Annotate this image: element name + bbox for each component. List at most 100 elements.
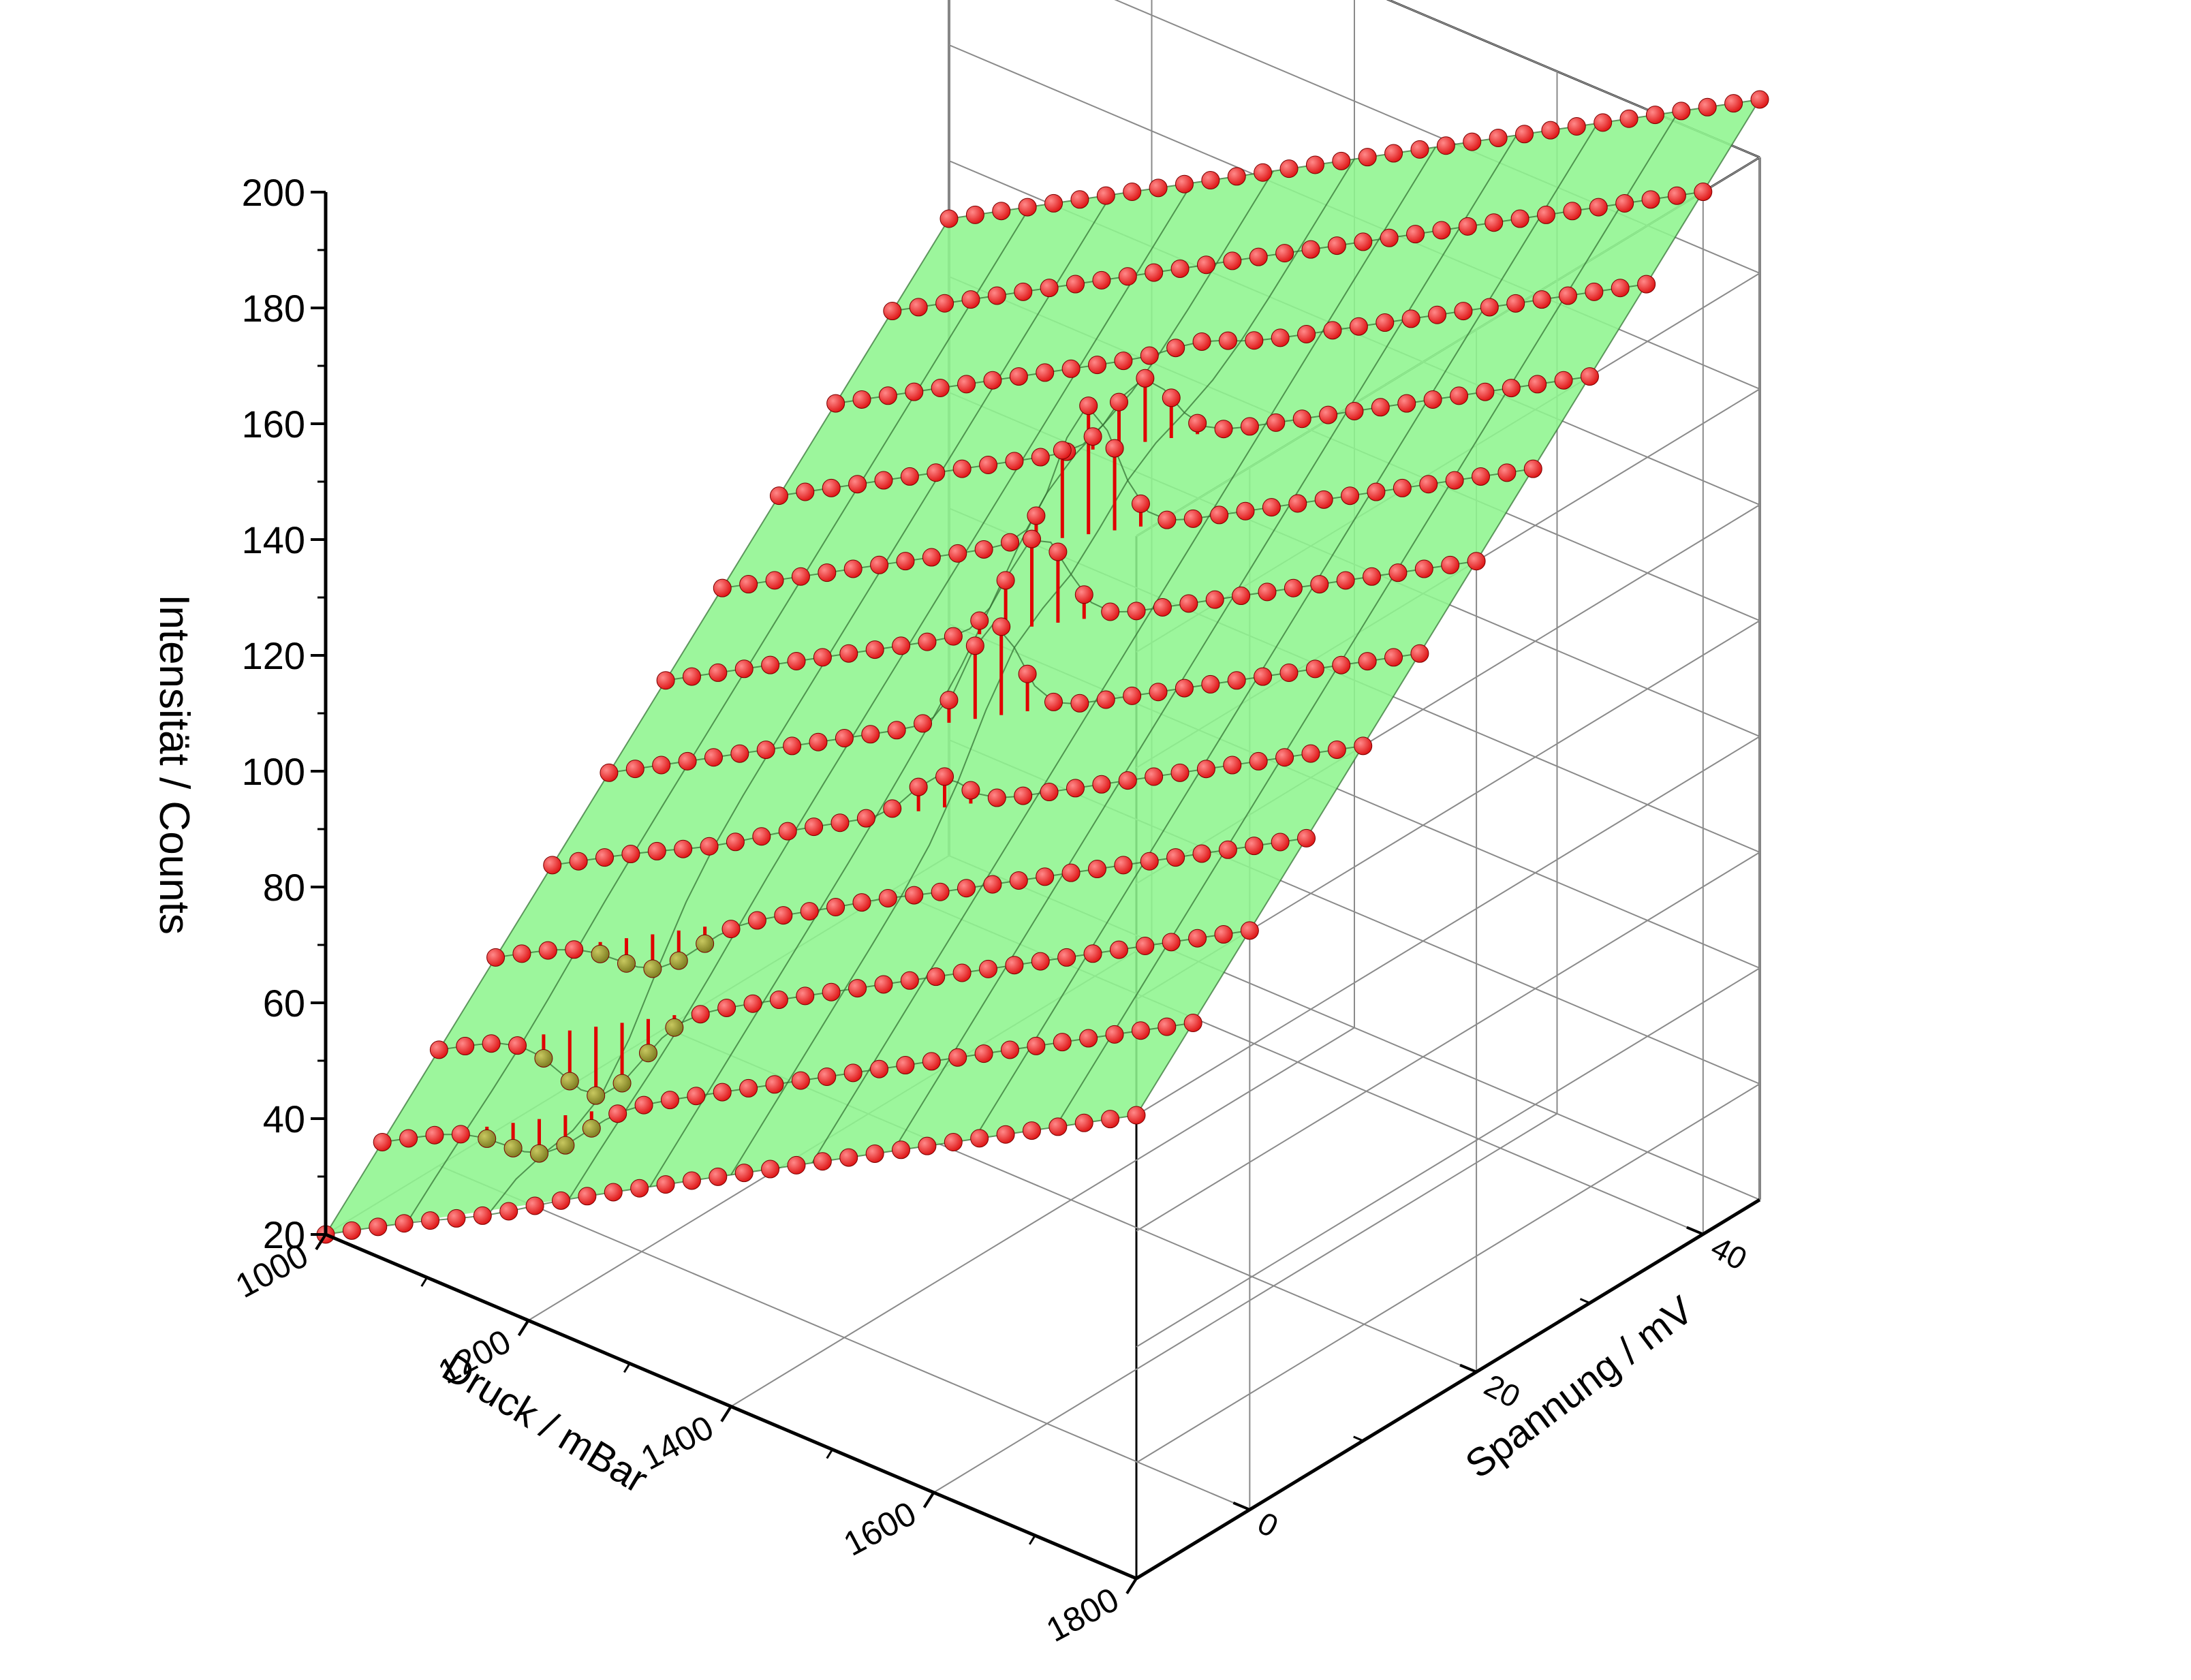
data-point [730,744,749,763]
data-point [900,467,919,486]
data-point [818,563,837,582]
data-point [1240,921,1259,940]
data-point [918,1136,937,1155]
data-point [1249,751,1268,771]
data-point [1619,109,1638,128]
data-point [856,809,875,828]
data-point [612,1074,632,1093]
data-point [813,1152,832,1171]
data-point [970,611,989,630]
data-point [1127,1106,1146,1125]
data-point [974,540,993,559]
y-minor-tick [1579,1298,1591,1305]
data-point [900,971,919,990]
grid-line [933,1113,1558,1493]
data-point [1332,151,1351,170]
data-point [865,1144,884,1163]
data-point [1515,125,1534,144]
data-point [1341,486,1360,505]
data-point [1641,190,1660,209]
data-point [774,906,793,925]
data-point [482,1034,501,1053]
data-point [1196,255,1215,275]
data-point [1410,140,1429,159]
data-point [1223,756,1242,775]
data-point [1349,317,1368,336]
surface-mesh-line [892,134,1517,1152]
surface-mesh-line [811,146,1436,1164]
data-point [1319,405,1338,424]
data-point [634,1095,653,1115]
data-point [1428,305,1447,324]
data-point [1070,190,1089,209]
data-point [1131,1021,1150,1040]
x-minor-tick [1028,1535,1036,1545]
data-point [538,941,557,960]
data-point [421,1211,440,1230]
data-point [1275,244,1294,263]
data-point [1245,331,1264,350]
data-point [1061,863,1081,882]
data-point [918,632,937,651]
data-point [399,1129,418,1148]
data-point [1485,213,1504,232]
data-point [961,290,980,309]
data-point [1201,171,1220,190]
data-point [796,986,815,1006]
data-point [1245,837,1264,856]
data-point [1414,559,1433,578]
data-point [1205,590,1224,609]
data-point [1149,683,1168,702]
data-point [617,954,636,973]
data-point [556,1136,575,1155]
grid-line [1387,0,1760,158]
data-point [839,1148,858,1167]
data-point [1240,417,1259,436]
data-point [373,1132,392,1151]
data-point [952,459,972,478]
y-tick-label: 0 [1252,1505,1284,1544]
data-point [1005,956,1024,975]
data-point [1554,371,1573,390]
surface-mesh-line [487,194,1112,1215]
data-point [1109,392,1128,411]
data-point [1210,505,1229,525]
data-points [316,90,1769,1244]
data-point [595,848,615,867]
data-point [630,1179,649,1198]
data-point [1123,686,1142,705]
data-point [1506,294,1525,313]
data-point [1489,128,1508,147]
data-point [1036,363,1055,382]
data-point [709,663,728,682]
data-point [1258,582,1277,602]
data-point [1388,563,1408,582]
data-point [1057,948,1076,967]
data-point [1327,740,1346,759]
data-point [1480,298,1499,317]
data-point [1445,471,1464,490]
data-point [826,394,845,413]
data-point [1271,833,1290,852]
data-point [604,1183,623,1202]
data-point [1249,247,1268,266]
x-minor-tick [623,1363,631,1373]
data-point [1096,186,1115,205]
surface-mesh-line [974,123,1598,1140]
data-point [1232,587,1251,606]
data-point [756,741,775,760]
data-point [931,882,950,901]
data-point [948,1048,967,1067]
data-point [1157,1017,1177,1036]
data-point [1040,783,1059,802]
data-point [1092,775,1111,794]
data-point [861,725,880,744]
data-point [883,302,902,321]
data-point [992,617,1011,636]
surface-mesh-line [730,158,1355,1176]
data-point [1363,567,1382,586]
data-point [1536,205,1555,224]
data-point [1354,232,1373,251]
data-point [1053,441,1072,460]
data-point [530,1144,549,1163]
